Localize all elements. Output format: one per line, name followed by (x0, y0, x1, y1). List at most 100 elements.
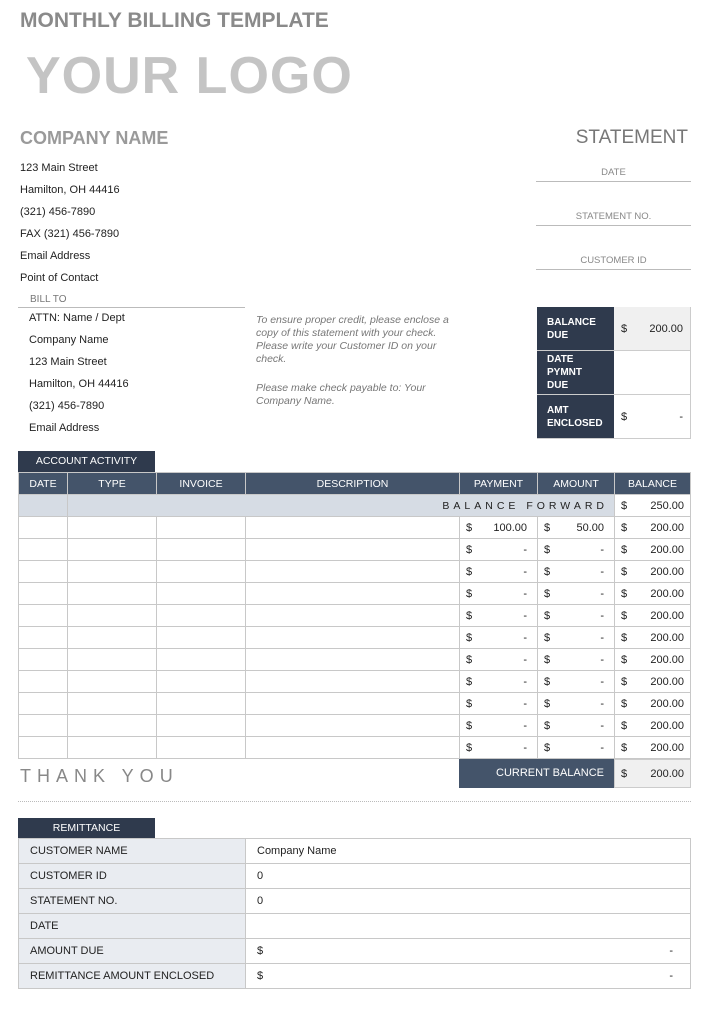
balance-value: 200.00 (650, 741, 684, 754)
table-row: $ - $ - $200.00 (18, 538, 691, 561)
table-cell[interactable] (18, 582, 68, 605)
remittance-value-cell[interactable]: Company Name (245, 838, 691, 864)
payment-cell[interactable]: $ - (459, 714, 538, 737)
table-cell[interactable] (156, 670, 246, 693)
amount-value: - (600, 653, 604, 666)
remittance-value: - (669, 945, 673, 957)
table-cell[interactable] (18, 692, 68, 715)
table-cell[interactable] (156, 648, 246, 671)
address-contact: Point of Contact (20, 272, 99, 284)
payment-cell[interactable]: $ - (459, 692, 538, 715)
table-cell[interactable] (67, 670, 157, 693)
table-cell[interactable] (245, 692, 460, 715)
table-cell[interactable] (245, 516, 460, 539)
table-row: $ - $ - $200.00 (18, 670, 691, 693)
table-cell[interactable] (156, 714, 246, 737)
payment-cell[interactable]: $ - (459, 736, 538, 759)
amount-cell[interactable]: $ - (537, 560, 615, 583)
remittance-tab: REMITTANCE (18, 818, 155, 839)
amount-cell[interactable]: $ - (537, 648, 615, 671)
payment-cell[interactable]: $100.00 (459, 516, 538, 539)
table-cell[interactable] (245, 604, 460, 627)
table-cell[interactable] (67, 648, 157, 671)
table-cell[interactable] (67, 692, 157, 715)
payment-cell[interactable]: $ - (459, 560, 538, 583)
table-cell[interactable] (18, 626, 68, 649)
amount-cell[interactable]: $ - (537, 736, 615, 759)
customer-id-field[interactable]: CUSTOMER ID (536, 255, 691, 270)
table-cell[interactable] (67, 538, 157, 561)
remittance-value-cell[interactable] (245, 913, 691, 939)
table-row: $ - $ - $200.00 (18, 626, 691, 649)
table-cell[interactable] (67, 626, 157, 649)
table-cell[interactable] (18, 560, 68, 583)
table-cell[interactable] (156, 604, 246, 627)
table-cell[interactable] (245, 714, 460, 737)
table-cell[interactable] (18, 604, 68, 627)
table-cell[interactable] (156, 538, 246, 561)
amount-cell[interactable]: $50.00 (537, 516, 615, 539)
table-cell[interactable] (18, 714, 68, 737)
payment-cell[interactable]: $ - (459, 604, 538, 627)
table-row: $ - $ - $200.00 (18, 560, 691, 583)
table-cell[interactable] (156, 692, 246, 715)
currency: $ (621, 697, 628, 710)
table-cell[interactable] (245, 648, 460, 671)
table-cell[interactable] (156, 560, 246, 583)
table-cell[interactable] (156, 736, 246, 759)
amount-cell[interactable]: $ - (537, 604, 615, 627)
table-cell[interactable] (67, 604, 157, 627)
payment-cell[interactable]: $ - (459, 538, 538, 561)
table-cell[interactable] (156, 626, 246, 649)
table-cell[interactable] (156, 516, 246, 539)
table-cell[interactable] (245, 538, 460, 561)
amount-cell[interactable]: $ - (537, 670, 615, 693)
table-cell[interactable] (245, 582, 460, 605)
table-cell[interactable] (245, 560, 460, 583)
balance-value: 200.00 (650, 653, 684, 666)
remittance-row: REMITTANCE AMOUNT ENCLOSED $ - (18, 963, 691, 989)
amount-enclosed-value[interactable]: - (679, 410, 683, 423)
table-cell[interactable] (18, 516, 68, 539)
balance-value: 200.00 (650, 631, 684, 644)
date-field[interactable]: DATE (536, 167, 691, 182)
table-cell[interactable] (245, 626, 460, 649)
thank-you: THANK YOU (20, 766, 179, 786)
amount-cell[interactable]: $ - (537, 582, 615, 605)
table-cell[interactable] (67, 582, 157, 605)
table-cell[interactable] (67, 736, 157, 759)
table-cell[interactable] (245, 736, 460, 759)
remittance-label: AMOUNT DUE (18, 938, 246, 964)
currency: $ (466, 675, 473, 688)
col-description: DESCRIPTION (245, 472, 460, 495)
table-cell[interactable] (67, 714, 157, 737)
currency: $ (466, 631, 473, 644)
amount-cell[interactable]: $ - (537, 626, 615, 649)
remittance-value-cell[interactable]: 0 (245, 888, 691, 914)
currency: $ (544, 565, 551, 578)
table-cell[interactable] (18, 648, 68, 671)
table-cell[interactable] (67, 516, 157, 539)
table-cell[interactable] (18, 670, 68, 693)
payment-cell[interactable]: $ - (459, 670, 538, 693)
table-cell[interactable] (18, 538, 68, 561)
statement-no-field[interactable]: STATEMENT NO. (536, 211, 691, 226)
amount-cell[interactable]: $ - (537, 538, 615, 561)
remittance-value-cell[interactable]: $ - (245, 963, 691, 989)
table-cell[interactable] (245, 670, 460, 693)
amount-cell[interactable]: $ - (537, 692, 615, 715)
remittance-value-cell[interactable]: $ - (245, 938, 691, 964)
table-cell[interactable] (18, 736, 68, 759)
balance-summary: BALANCE DUE $200.00 DATE PYMNT DUE AMT EN… (537, 307, 691, 439)
payment-cell[interactable]: $ - (459, 648, 538, 671)
payment-cell[interactable]: $ - (459, 582, 538, 605)
payment-cell[interactable]: $ - (459, 626, 538, 649)
currency: $ (466, 719, 473, 732)
table-cell[interactable] (156, 582, 246, 605)
remittance-row: AMOUNT DUE $ - (18, 938, 691, 964)
amount-value: - (600, 609, 604, 622)
remittance-value-cell[interactable]: 0 (245, 863, 691, 889)
table-cell[interactable] (67, 560, 157, 583)
amount-cell[interactable]: $ - (537, 714, 615, 737)
currency: $ (544, 653, 551, 666)
